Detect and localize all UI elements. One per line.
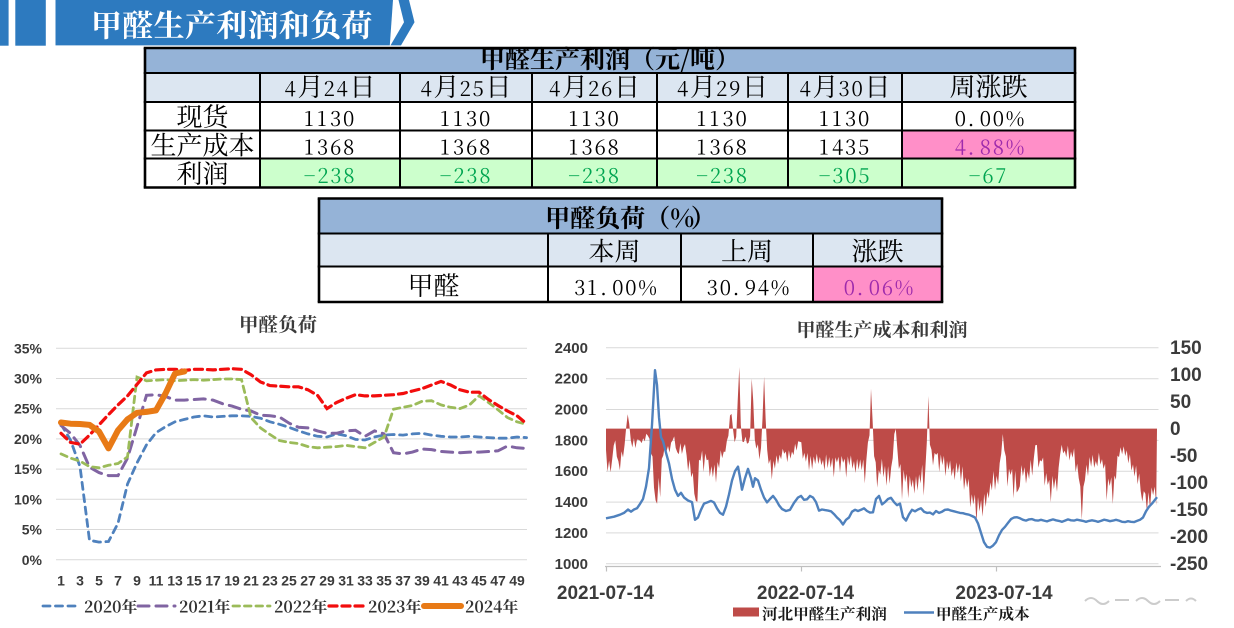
svg-text:0%: 0% [22,552,43,568]
svg-text:41: 41 [433,573,449,589]
svg-text:20%: 20% [14,431,43,447]
svg-text:47: 47 [490,573,506,589]
svg-text:10%: 10% [14,491,43,507]
svg-text:25%: 25% [14,401,43,417]
svg-text:-200: -200 [1170,527,1208,548]
svg-text:1600: 1600 [555,463,588,480]
svg-text:29: 29 [319,573,335,589]
svg-text:43: 43 [452,573,468,589]
svg-text:1200: 1200 [555,525,588,542]
svg-text:-250: -250 [1170,554,1208,575]
svg-text:5: 5 [95,573,103,589]
svg-text:-150: -150 [1170,500,1208,521]
svg-text:-50: -50 [1170,446,1197,467]
svg-text:0: 0 [1170,419,1181,440]
svg-text:19: 19 [224,573,240,589]
svg-text:1: 1 [57,573,65,589]
svg-text:39: 39 [414,573,430,589]
svg-text:150: 150 [1170,338,1202,359]
svg-text:25: 25 [281,573,297,589]
svg-text:31: 31 [338,573,354,589]
svg-text:15%: 15% [14,461,43,477]
svg-text:1400: 1400 [555,494,588,511]
svg-text:2000: 2000 [555,402,588,419]
svg-text:37: 37 [395,573,411,589]
svg-text:49: 49 [509,573,525,589]
svg-text:2021-07-14: 2021-07-14 [557,583,655,604]
svg-text:17: 17 [205,573,221,589]
svg-text:2023-07-14: 2023-07-14 [955,583,1053,604]
svg-text:35: 35 [376,573,392,589]
svg-text:9: 9 [133,573,141,589]
svg-text:2022-07-14: 2022-07-14 [757,583,855,604]
svg-text:5%: 5% [22,522,43,538]
svg-text:15: 15 [186,573,202,589]
svg-text:35%: 35% [14,340,43,356]
svg-text:30%: 30% [14,371,43,387]
svg-text:1800: 1800 [555,432,588,449]
svg-text:3: 3 [76,573,84,589]
svg-text:27: 27 [300,573,316,589]
svg-text:1000: 1000 [555,556,588,573]
svg-text:33: 33 [357,573,373,589]
svg-text:7: 7 [114,573,122,589]
svg-text:2200: 2200 [555,371,588,388]
svg-text:-100: -100 [1170,473,1208,494]
svg-text:50: 50 [1170,392,1191,413]
svg-text:23: 23 [262,573,278,589]
svg-text:21: 21 [243,573,259,589]
svg-text:45: 45 [471,573,487,589]
svg-text:100: 100 [1170,365,1202,386]
svg-text:2400: 2400 [555,340,588,357]
svg-text:13: 13 [167,573,183,589]
svg-text:11: 11 [149,573,164,589]
